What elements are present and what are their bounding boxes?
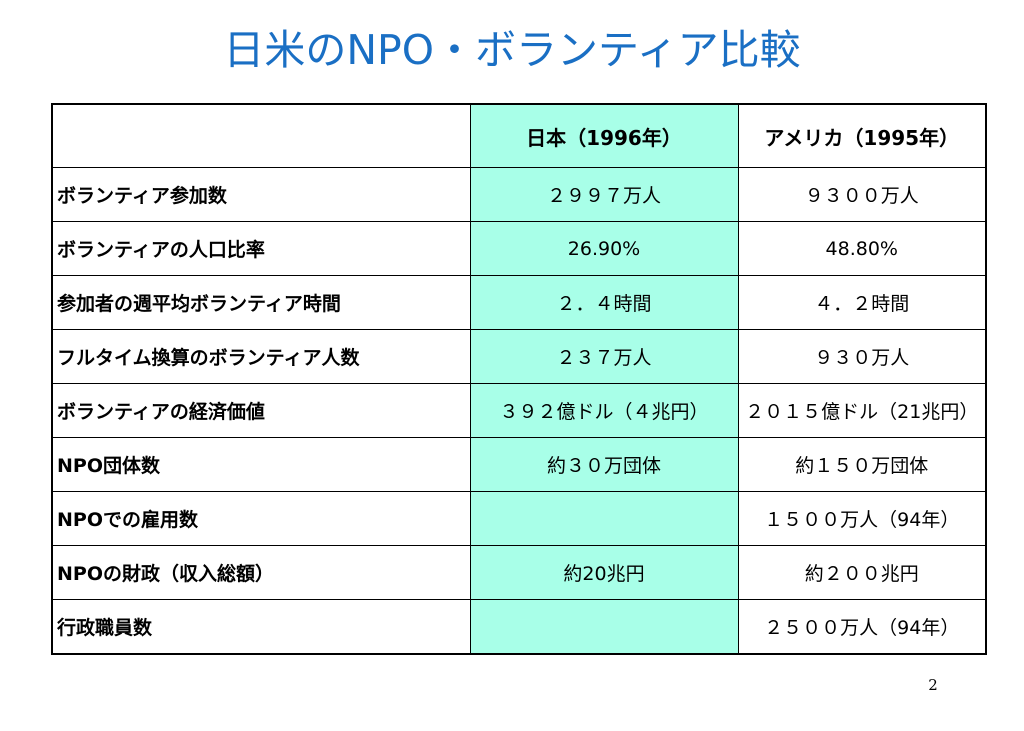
japan-value: 26.90% — [469, 221, 739, 276]
page-number: 2 — [928, 676, 938, 694]
row-label: ボランティアの人口比率 — [51, 221, 471, 276]
row-label: NPOでの雇用数 — [51, 491, 471, 546]
table-row: 参加者の週平均ボランティア時間 ２．４時間 ４．２時間 — [51, 275, 987, 330]
japan-value: ３９２億ドル（４兆円） — [469, 383, 739, 438]
table-row: ボランティアの経済価値 ３９２億ドル（４兆円） ２０１５億ドル（21兆円） — [51, 383, 987, 438]
slide-title: 日米のNPO・ボランティア比較 — [223, 26, 801, 74]
japan-value: 約20兆円 — [469, 545, 739, 600]
table-header-row: 日本（1996年） アメリカ（1995年） — [51, 103, 987, 168]
row-label: フルタイム換算のボランティア人数 — [51, 329, 471, 384]
table-row: NPOでの雇用数 １５００万人（94年） — [51, 491, 987, 546]
row-label: ボランティア参加数 — [51, 167, 471, 222]
table-row: NPO団体数 約３０万団体 約１５０万団体 — [51, 437, 987, 492]
usa-value: ２０１５億ドル（21兆円） — [737, 383, 987, 438]
usa-value: ４．２時間 — [737, 275, 987, 330]
usa-value: ９３０万人 — [737, 329, 987, 384]
header-usa: アメリカ（1995年） — [737, 103, 987, 168]
row-label: ボランティアの経済価値 — [51, 383, 471, 438]
table-row: ボランティア参加数 ２９９７万人 ９３００万人 — [51, 167, 987, 222]
table-row: NPOの財政（収入総額） 約20兆円 約２００兆円 — [51, 545, 987, 600]
japan-value: ２３７万人 — [469, 329, 739, 384]
japan-value: ２９９７万人 — [469, 167, 739, 222]
header-corner-cell — [51, 103, 471, 168]
comparison-table: 日本（1996年） アメリカ（1995年） ボランティア参加数 ２９９７万人 ９… — [51, 103, 987, 655]
table-row: フルタイム換算のボランティア人数 ２３７万人 ９３０万人 — [51, 329, 987, 384]
japan-value: 約３０万団体 — [469, 437, 739, 492]
row-label: 参加者の週平均ボランティア時間 — [51, 275, 471, 330]
table-row: 行政職員数 ２５００万人（94年） — [51, 599, 987, 655]
row-label: 行政職員数 — [51, 599, 471, 655]
usa-value: ２５００万人（94年） — [737, 599, 987, 655]
japan-value — [469, 491, 739, 546]
table-row: ボランティアの人口比率 26.90% 48.80% — [51, 221, 987, 276]
japan-value — [469, 599, 739, 655]
row-label: NPO団体数 — [51, 437, 471, 492]
usa-value: １５００万人（94年） — [737, 491, 987, 546]
usa-value: 約２００兆円 — [737, 545, 987, 600]
row-label: NPOの財政（収入総額） — [51, 545, 471, 600]
usa-value: 約１５０万団体 — [737, 437, 987, 492]
usa-value: ９３００万人 — [737, 167, 987, 222]
japan-value: ２．４時間 — [469, 275, 739, 330]
header-japan: 日本（1996年） — [469, 103, 739, 168]
usa-value: 48.80% — [737, 221, 987, 276]
